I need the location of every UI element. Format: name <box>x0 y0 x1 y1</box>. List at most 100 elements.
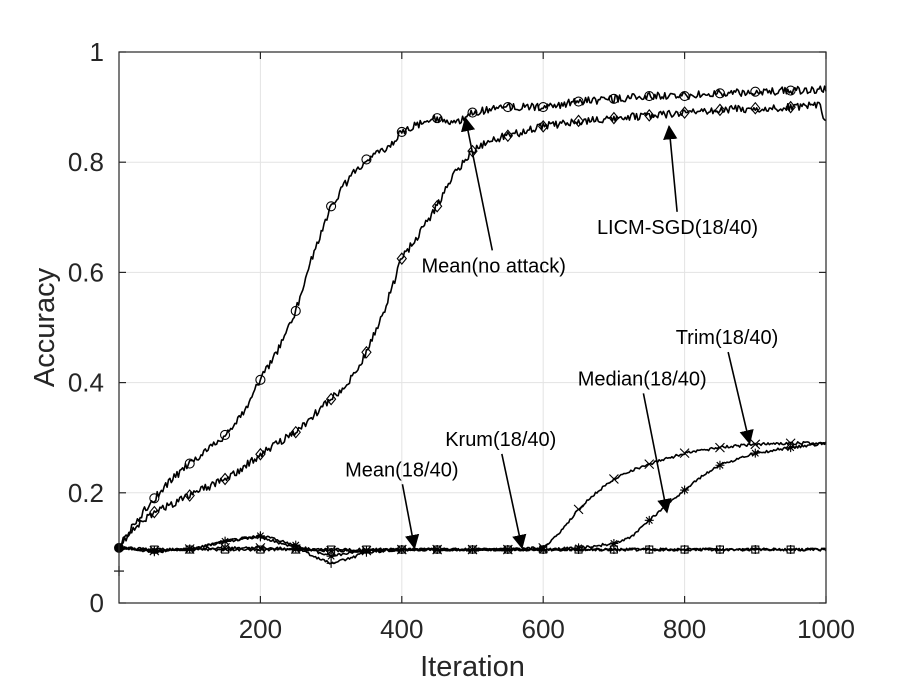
series-marker <box>680 485 690 495</box>
series-marker <box>539 545 548 554</box>
series-marker <box>714 88 726 99</box>
series-marker <box>150 545 159 554</box>
annotation-arrow <box>642 393 672 514</box>
series-marker <box>573 96 584 107</box>
annotation-arrow <box>727 351 754 445</box>
series-marker <box>715 460 725 470</box>
series-marker <box>433 545 442 554</box>
series-marker <box>644 459 655 470</box>
annotation-label: Mean(18/40) <box>345 459 458 481</box>
series-marker <box>573 114 584 128</box>
series-marker <box>396 126 407 137</box>
y-tick-label: 1 <box>90 37 104 67</box>
annotation-label: Median(18/40) <box>578 368 707 390</box>
series-marker <box>397 545 406 554</box>
annotation: Median(18/40) <box>578 368 707 514</box>
series-marker <box>326 201 337 212</box>
annotation-label: Mean(no attack) <box>421 255 566 277</box>
series-marker <box>644 91 655 102</box>
series-marker <box>219 472 231 486</box>
series-marker <box>220 536 230 546</box>
tick-labels: 200 400 600 800 1000 0 0.2 0.4 0.6 0.8 1 <box>68 37 855 644</box>
series-marker <box>502 102 513 113</box>
series-marker <box>609 474 619 484</box>
series-marker <box>785 85 796 96</box>
series-marker <box>149 505 160 519</box>
series-marker <box>786 443 796 453</box>
series-marker <box>502 129 514 143</box>
series-marker <box>609 545 618 554</box>
series-marker <box>609 538 619 548</box>
series-marker <box>361 345 372 359</box>
annotation-arrow <box>663 124 678 212</box>
series-marker <box>608 111 620 125</box>
series-marker <box>255 374 266 385</box>
series-marker <box>750 86 761 97</box>
series-marker <box>644 108 655 122</box>
series-marker <box>325 392 337 406</box>
series-marker <box>468 545 477 554</box>
series-marker <box>327 545 336 554</box>
series-marker <box>291 545 300 554</box>
y-tick-label: 0.6 <box>68 257 104 287</box>
series-marker <box>680 545 689 554</box>
series-marker <box>574 545 583 554</box>
series-marker <box>326 558 336 568</box>
annotation: Mean(18/40) <box>345 459 459 550</box>
series-marker <box>185 545 194 554</box>
series-marker <box>608 93 619 104</box>
annotation-label: Krum(18/40) <box>445 429 556 451</box>
series-marker <box>149 493 160 504</box>
series-marker <box>679 106 690 119</box>
series-marker <box>290 305 301 317</box>
series-marker <box>715 545 725 554</box>
series-marker <box>362 545 371 554</box>
series-marker <box>751 545 760 554</box>
series-marker <box>503 545 512 554</box>
x-tick-label: 600 <box>522 614 565 644</box>
series-marker <box>432 113 443 124</box>
series-marker <box>361 154 372 165</box>
series-marker <box>750 448 760 458</box>
y-tick-label: 0.4 <box>68 368 104 398</box>
series-line <box>118 546 827 552</box>
series-marker <box>326 551 336 561</box>
x-tick-label: 400 <box>380 614 423 644</box>
series-marker <box>750 101 761 115</box>
annotation: Trim(18/40) <box>676 327 779 445</box>
series-marker <box>679 91 690 102</box>
series-marker <box>785 100 796 114</box>
series-marker <box>786 545 795 554</box>
y-tick-label: 0.2 <box>68 478 104 508</box>
annotation-arrow <box>460 116 494 251</box>
series-marker <box>715 442 725 453</box>
series-marker <box>645 545 654 554</box>
series-marker <box>255 532 265 542</box>
series-marker <box>184 489 195 502</box>
annotation-arrow <box>501 453 527 550</box>
series-marker <box>679 448 690 459</box>
y-axis-label: Accuracy <box>29 267 61 387</box>
series-marker <box>256 545 265 554</box>
annotation-label: Trim(18/40) <box>676 327 779 349</box>
series-marker <box>255 447 266 461</box>
series-marker <box>221 545 230 554</box>
x-tick-label: 800 <box>663 614 706 644</box>
annotation-label: LICM-SGD(18/40) <box>597 217 758 239</box>
series-marker <box>396 252 408 265</box>
series-marker <box>431 199 443 213</box>
y-tick-label: 0 <box>90 588 104 618</box>
x-axis-label: Iteration <box>420 651 525 683</box>
series-marker <box>220 429 231 440</box>
annotation: LICM-SGD(18/40) <box>597 124 758 239</box>
series-marker <box>290 425 301 439</box>
series-mean-no-attack <box>118 85 827 549</box>
series-marker <box>538 102 549 113</box>
x-tick-label: 1000 <box>797 614 855 644</box>
annotation-arrow <box>401 484 420 550</box>
plot-frame <box>118 51 827 604</box>
x-tick-label: 200 <box>239 614 282 644</box>
series-marker <box>573 504 584 515</box>
